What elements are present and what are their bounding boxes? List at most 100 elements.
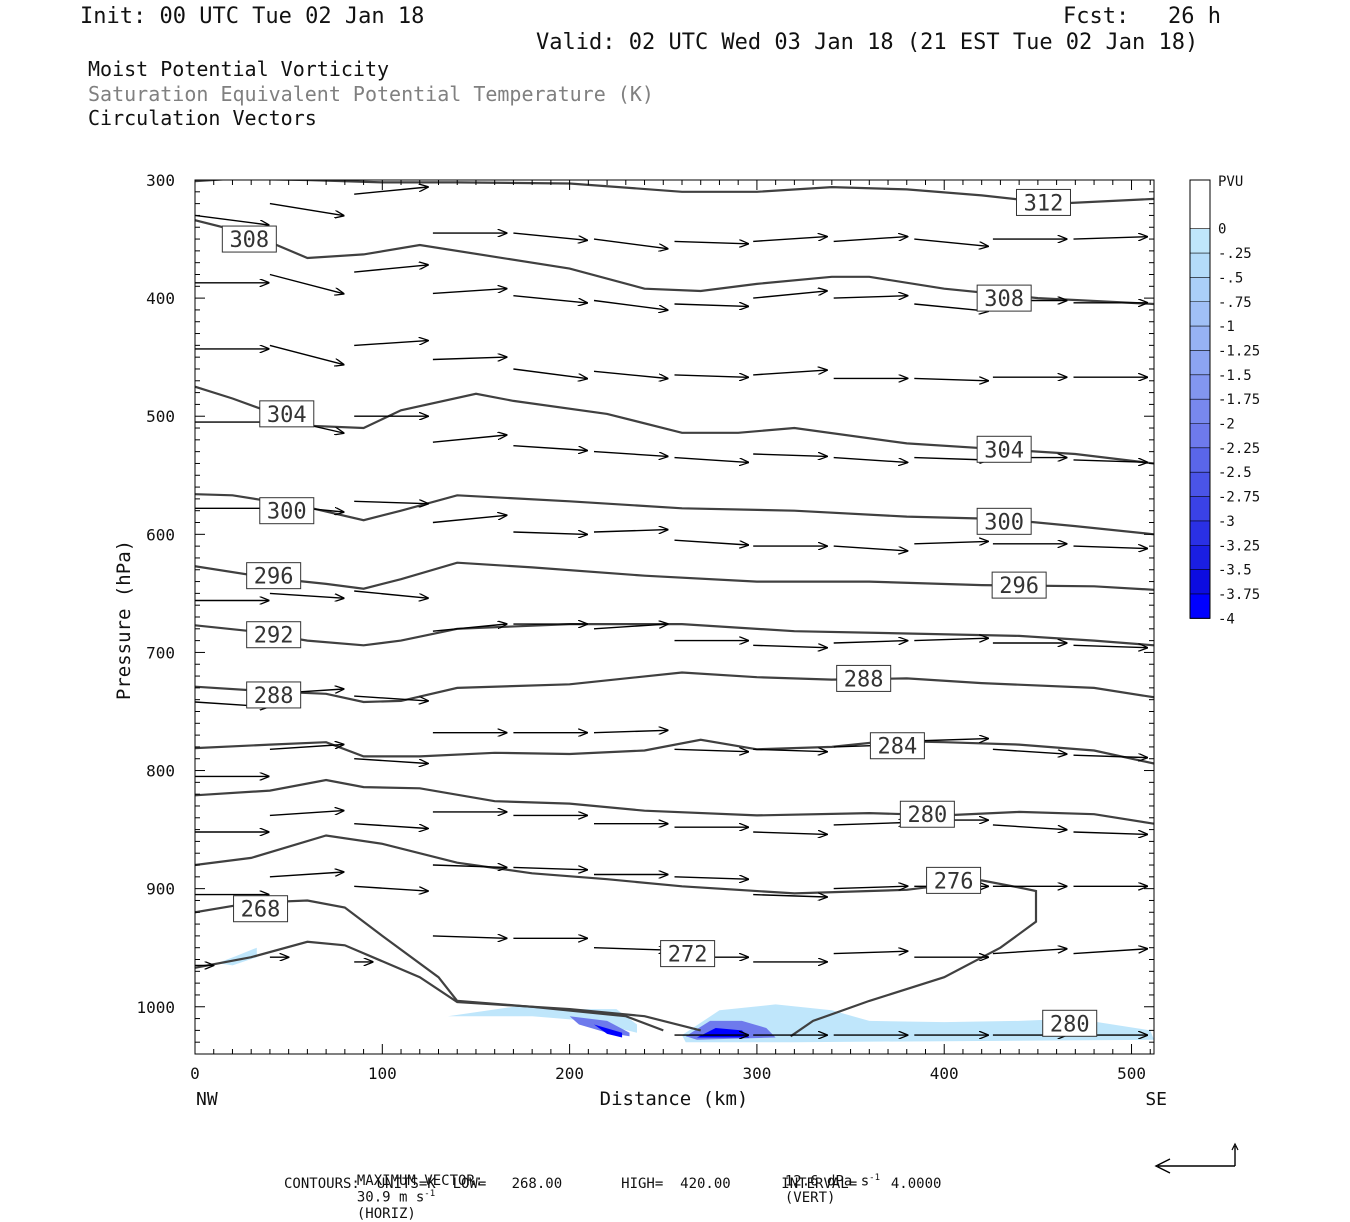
contour-label: 308 <box>984 287 1024 312</box>
colorbar-swatch <box>1190 180 1210 205</box>
circulation-vector <box>753 749 827 751</box>
circulation-vector <box>432 515 507 524</box>
circulation-vector <box>833 456 908 463</box>
contour-label: 300 <box>267 500 307 525</box>
circulation-vector <box>914 739 988 741</box>
colorbar-label: -1.75 <box>1218 392 1260 408</box>
circulation-vector <box>432 865 507 867</box>
colorbar-label: -1 <box>1218 319 1235 335</box>
circulation-vector <box>1073 237 1148 239</box>
theta-e-contour-304 <box>195 385 1154 465</box>
colorbar-label: -3 <box>1218 514 1235 530</box>
contour-label-box <box>926 866 982 894</box>
colorbar-label: -3.75 <box>1218 587 1260 603</box>
theta-e-contour-272 <box>195 940 701 1032</box>
colorbar-label: -.5 <box>1218 270 1243 286</box>
circulation-vector <box>1073 460 1148 462</box>
circulation-vector <box>269 745 344 750</box>
valid-time: Valid: 02 UTC Wed 03 Jan 18 (21 EST Tue … <box>536 30 1199 55</box>
contour-label: 280 <box>1050 1012 1090 1037</box>
colorbar-swatch <box>1190 277 1210 303</box>
circulation-vector <box>753 645 827 647</box>
circulation-vector <box>833 296 908 298</box>
circulation-vector <box>269 811 344 817</box>
circulation-vector <box>914 541 988 543</box>
circulation-vector <box>914 378 988 380</box>
colorbar-label: -2 <box>1218 417 1235 433</box>
theta-e-contour-312 <box>195 180 1154 205</box>
circulation-vector <box>513 445 587 451</box>
theta-e-contour-308 <box>195 219 1154 306</box>
circulation-vector <box>593 450 668 457</box>
contour-label-box <box>976 507 1032 535</box>
colorbar-label: -2.25 <box>1218 441 1260 457</box>
contour-label-box <box>246 681 302 709</box>
contour-label-box <box>899 800 955 828</box>
circulation-vector <box>593 530 668 532</box>
circulation-vector <box>674 749 749 751</box>
circulation-vector <box>354 590 428 598</box>
circulation-vector <box>753 291 827 299</box>
contour-label: 288 <box>254 684 294 709</box>
colorbar-swatch <box>1190 569 1210 595</box>
colorbar-label: -.75 <box>1218 295 1252 311</box>
x-endpoint-right: SE <box>1145 1089 1167 1110</box>
circulation-vector <box>674 877 749 879</box>
y-tick-label: 600 <box>146 525 175 544</box>
x-tick-label: 200 <box>555 1064 584 1083</box>
contour-label: 272 <box>668 943 708 968</box>
circulation-vector <box>833 237 908 243</box>
x-tick-label: 0 <box>190 1064 200 1083</box>
field-title-vectors: Circulation Vectors <box>88 106 317 130</box>
circulation-vector <box>354 187 428 195</box>
circulation-vector <box>269 344 344 364</box>
y-tick-label: 1000 <box>136 998 175 1017</box>
max-vert-value: 12.6 dPa s <box>784 1173 870 1190</box>
colorbar-swatch <box>1190 204 1210 230</box>
colorbar-label: -4 <box>1218 611 1235 627</box>
contour-label: 284 <box>878 735 918 760</box>
reference-vector-icon <box>1154 1142 1239 1174</box>
axes-layer: 300 400 500 600 700 800 900 1000 0 100 200 300 400 50… <box>136 171 1154 1083</box>
circulation-vector <box>914 303 988 311</box>
colorbar-swatch <box>1190 423 1210 449</box>
colorbar-label: -.25 <box>1218 246 1252 262</box>
theta-e-contour-284 <box>195 738 1154 765</box>
max-vert-tag: (VERT) <box>784 1189 836 1206</box>
contour-label-box <box>259 497 315 525</box>
circulation-vector <box>753 237 827 243</box>
y-tick-label: 500 <box>146 407 175 426</box>
contour-label-box <box>869 732 925 760</box>
theta-e-contour-296 <box>195 561 1154 591</box>
contour-label-box <box>660 940 716 968</box>
colorbar-swatch <box>1190 545 1210 571</box>
circulation-vector <box>674 241 749 243</box>
max-vector-label: MAXIMUM VECTOR: <box>356 1173 484 1189</box>
cross-section-chart: 312 308 308 304 304 300 300 296 296 292 288 288 284 2… <box>113 171 1260 1110</box>
circulation-vector <box>914 458 988 460</box>
x-axis-label: Distance (km) <box>600 1088 749 1110</box>
circulation-vector <box>914 238 988 246</box>
y-axis-label: Pressure (hPa) <box>113 540 135 700</box>
colorbar-swatch <box>1190 472 1210 498</box>
y-tick-label: 800 <box>146 762 175 781</box>
circulation-vector <box>593 299 668 311</box>
circulation-vector <box>1073 832 1148 834</box>
circulation-vector <box>674 539 749 545</box>
contour-label: 268 <box>241 898 281 923</box>
y-tick-label: 700 <box>146 643 175 662</box>
colorbar-label: -3.25 <box>1218 538 1260 554</box>
circulation-vector <box>1073 645 1148 647</box>
pv-shaded-area <box>682 1004 1154 1043</box>
contour-label: 304 <box>984 438 1024 463</box>
circulation-vector <box>1073 546 1148 548</box>
circulation-vector <box>432 289 507 295</box>
circulation-vector <box>354 501 428 503</box>
circulation-vector <box>1073 949 1148 955</box>
forecast-hour: 26 h <box>1168 4 1221 29</box>
contour-label: 280 <box>907 803 947 828</box>
circulation-vector <box>674 456 749 463</box>
circulation-vector <box>513 867 587 869</box>
colorbar-swatch <box>1190 520 1210 546</box>
y-tick-label: 900 <box>146 880 175 899</box>
